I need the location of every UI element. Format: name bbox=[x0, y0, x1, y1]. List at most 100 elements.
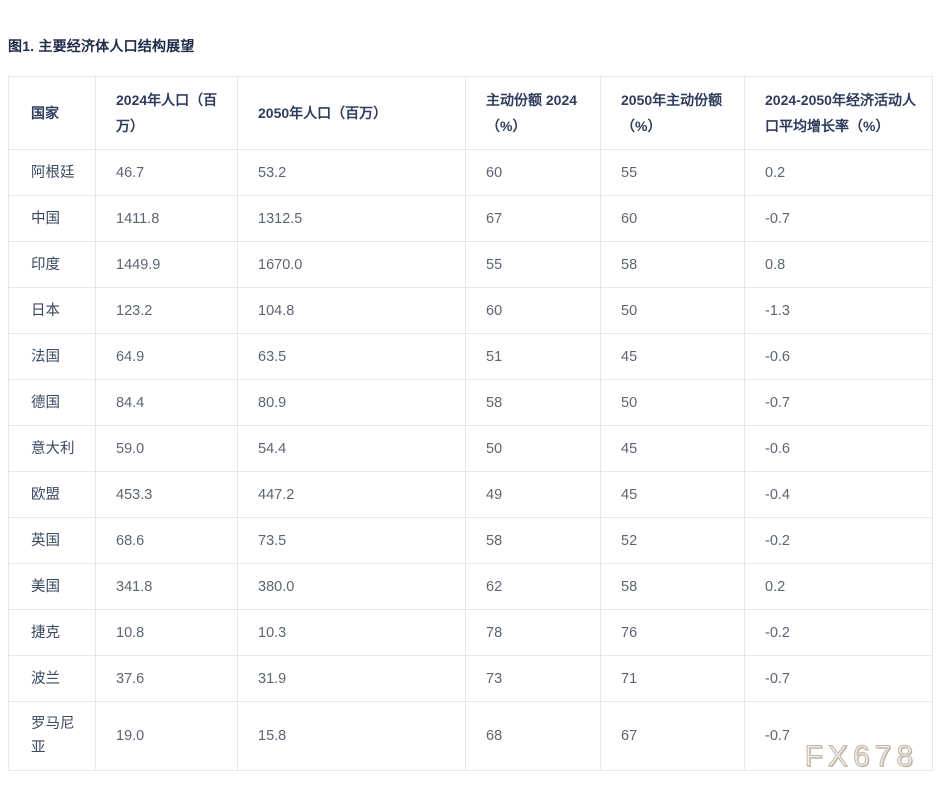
value-cell: 67 bbox=[465, 195, 601, 242]
country-cell: 日本 bbox=[8, 287, 96, 334]
value-cell: 52 bbox=[600, 517, 745, 564]
value-cell: 51 bbox=[465, 333, 601, 380]
value-cell: 73 bbox=[465, 655, 601, 702]
table-body: 阿根廷 46.7 53.2 60 55 0.2 中国 1411.8 1312.5 67 60 -0.7… bbox=[8, 149, 933, 771]
value-cell: 37.6 bbox=[95, 655, 238, 702]
value-cell: 45 bbox=[600, 333, 745, 380]
country-cell: 捷克 bbox=[8, 609, 96, 656]
value-cell: 67 bbox=[600, 701, 745, 771]
watermark-fx678: FX678 bbox=[804, 740, 918, 774]
country-cell: 欧盟 bbox=[8, 471, 96, 518]
country-cell: 阿根廷 bbox=[8, 149, 96, 196]
column-header: 国家 bbox=[8, 76, 96, 150]
value-cell: 54.4 bbox=[237, 425, 466, 472]
value-cell: 50 bbox=[600, 287, 745, 334]
value-cell: 63.5 bbox=[237, 333, 466, 380]
value-cell: -0.6 bbox=[744, 425, 933, 472]
value-cell: -0.7 bbox=[744, 655, 933, 702]
value-cell: 49 bbox=[465, 471, 601, 518]
value-cell: 60 bbox=[600, 195, 745, 242]
value-cell: -0.2 bbox=[744, 517, 933, 564]
value-cell: 1449.9 bbox=[95, 241, 238, 288]
value-cell: 68 bbox=[465, 701, 601, 771]
value-cell: 50 bbox=[465, 425, 601, 472]
value-cell: 50 bbox=[600, 379, 745, 426]
value-cell: 453.3 bbox=[95, 471, 238, 518]
value-cell: 15.8 bbox=[237, 701, 466, 771]
table-row: 中国 1411.8 1312.5 67 60 -0.7 bbox=[8, 195, 933, 242]
value-cell: 59.0 bbox=[95, 425, 238, 472]
value-cell: -0.4 bbox=[744, 471, 933, 518]
country-cell: 印度 bbox=[8, 241, 96, 288]
value-cell: 1670.0 bbox=[237, 241, 466, 288]
value-cell: 1411.8 bbox=[95, 195, 238, 242]
value-cell: 80.9 bbox=[237, 379, 466, 426]
value-cell: 45 bbox=[600, 471, 745, 518]
value-cell: -0.7 bbox=[744, 701, 933, 771]
value-cell: -1.3 bbox=[744, 287, 933, 334]
value-cell: -0.7 bbox=[744, 379, 933, 426]
table-row: 印度 1449.9 1670.0 55 58 0.8 bbox=[8, 241, 933, 288]
value-cell: 123.2 bbox=[95, 287, 238, 334]
value-cell: 10.3 bbox=[237, 609, 466, 656]
figure-title: 图1. 主要经济体人口结构展望 bbox=[8, 38, 195, 54]
country-cell: 波兰 bbox=[8, 655, 96, 702]
value-cell: 58 bbox=[600, 563, 745, 610]
value-cell: 447.2 bbox=[237, 471, 466, 518]
value-cell: 31.9 bbox=[237, 655, 466, 702]
country-cell: 法国 bbox=[8, 333, 96, 380]
value-cell: 45 bbox=[600, 425, 745, 472]
value-cell: 60 bbox=[465, 287, 601, 334]
value-cell: 0.2 bbox=[744, 563, 933, 610]
table-row: 德国 84.4 80.9 58 50 -0.7 bbox=[8, 379, 933, 426]
value-cell: 0.8 bbox=[744, 241, 933, 288]
column-header: 主动份额 2024（%） bbox=[465, 76, 601, 150]
value-cell: 58 bbox=[600, 241, 745, 288]
value-cell: 78 bbox=[465, 609, 601, 656]
value-cell: 1312.5 bbox=[237, 195, 466, 242]
table-row: 日本 123.2 104.8 60 50 -1.3 bbox=[8, 287, 933, 334]
country-cell: 英国 bbox=[8, 517, 96, 564]
value-cell: 46.7 bbox=[95, 149, 238, 196]
value-cell: 71 bbox=[600, 655, 745, 702]
value-cell: 58 bbox=[465, 517, 601, 564]
value-cell: 58 bbox=[465, 379, 601, 426]
population-table: 国家 2024年人口（百万） 2050年人口（百万） 主动份额 2024（%） 2050… bbox=[8, 76, 933, 771]
value-cell: -0.6 bbox=[744, 333, 933, 380]
country-cell: 美国 bbox=[8, 563, 96, 610]
table-row: 欧盟 453.3 447.2 49 45 -0.4 bbox=[8, 471, 933, 518]
value-cell: 55 bbox=[465, 241, 601, 288]
value-cell: 84.4 bbox=[95, 379, 238, 426]
value-cell: -0.2 bbox=[744, 609, 933, 656]
country-cell: 罗马尼亚 bbox=[8, 701, 96, 771]
value-cell: 68.6 bbox=[95, 517, 238, 564]
value-cell: 380.0 bbox=[237, 563, 466, 610]
table-row: 英国 68.6 73.5 58 52 -0.2 bbox=[8, 517, 933, 564]
country-cell: 意大利 bbox=[8, 425, 96, 472]
table-row: 意大利 59.0 54.4 50 45 -0.6 bbox=[8, 425, 933, 472]
value-cell: 60 bbox=[465, 149, 601, 196]
column-header: 2024-2050年经济活动人口平均增长率（%） bbox=[744, 76, 933, 150]
country-cell: 中国 bbox=[8, 195, 96, 242]
value-cell: 64.9 bbox=[95, 333, 238, 380]
value-cell: 104.8 bbox=[237, 287, 466, 334]
value-cell: 341.8 bbox=[95, 563, 238, 610]
table-row: 罗马尼亚 19.0 15.8 68 67 -0.7 bbox=[8, 701, 933, 771]
country-cell: 德国 bbox=[8, 379, 96, 426]
value-cell: 62 bbox=[465, 563, 601, 610]
value-cell: 55 bbox=[600, 149, 745, 196]
table-row: 阿根廷 46.7 53.2 60 55 0.2 bbox=[8, 149, 933, 196]
column-header: 2050年主动份额（%） bbox=[600, 76, 745, 150]
value-cell: -0.7 bbox=[744, 195, 933, 242]
table-row: 波兰 37.6 31.9 73 71 -0.7 bbox=[8, 655, 933, 702]
table-row: 法国 64.9 63.5 51 45 -0.6 bbox=[8, 333, 933, 380]
table-row: 美国 341.8 380.0 62 58 0.2 bbox=[8, 563, 933, 610]
column-header: 2024年人口（百万） bbox=[95, 76, 238, 150]
value-cell: 76 bbox=[600, 609, 745, 656]
value-cell: 53.2 bbox=[237, 149, 466, 196]
table-header: 国家 2024年人口（百万） 2050年人口（百万） 主动份额 2024（%） 2050… bbox=[8, 76, 933, 150]
header-row: 国家 2024年人口（百万） 2050年人口（百万） 主动份额 2024（%） 2050… bbox=[8, 76, 933, 150]
value-cell: 73.5 bbox=[237, 517, 466, 564]
value-cell: 19.0 bbox=[95, 701, 238, 771]
